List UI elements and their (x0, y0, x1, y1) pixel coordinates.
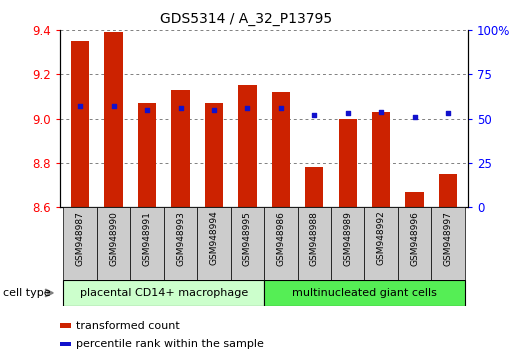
Bar (71, 41, 89, 207)
Bar (365, 207, 398, 280)
Text: transformed count: transformed count (76, 321, 179, 331)
Bar (130, 207, 164, 280)
Bar (172, 90, 190, 207)
Point (310, 112, 319, 118)
Bar (63, 280, 264, 306)
Text: GSM948992: GSM948992 (377, 211, 385, 266)
Point (444, 110, 452, 116)
Text: placental CD14+ macrophage: placental CD14+ macrophage (79, 288, 248, 298)
Text: percentile rank within the sample: percentile rank within the sample (76, 339, 264, 349)
Bar (271, 92, 290, 207)
Bar (331, 207, 365, 280)
Text: GSM948988: GSM948988 (310, 211, 319, 266)
Bar (439, 174, 457, 207)
Bar (105, 32, 123, 207)
Point (344, 110, 352, 116)
Point (76, 103, 84, 109)
Bar (205, 103, 223, 207)
Text: cell type: cell type (3, 288, 50, 298)
Bar (305, 167, 323, 207)
Bar (298, 207, 331, 280)
Point (143, 107, 151, 113)
Bar (60, 342, 71, 346)
Bar (97, 207, 130, 280)
Text: GSM948991: GSM948991 (143, 211, 152, 266)
Point (210, 107, 218, 113)
Point (377, 109, 385, 114)
Bar (231, 207, 264, 280)
Point (277, 105, 285, 111)
Text: GSM948996: GSM948996 (410, 211, 419, 266)
Bar (164, 207, 197, 280)
Bar (372, 112, 390, 207)
Text: multinucleated giant cells: multinucleated giant cells (292, 288, 437, 298)
Point (109, 103, 118, 109)
Text: GSM948986: GSM948986 (276, 211, 286, 266)
Bar (398, 207, 431, 280)
Text: GSM948993: GSM948993 (176, 211, 185, 266)
Bar (197, 207, 231, 280)
Bar (338, 119, 357, 207)
Point (411, 114, 419, 120)
Bar (63, 207, 97, 280)
Text: GSM948990: GSM948990 (109, 211, 118, 266)
Text: GDS5314 / A_32_P13795: GDS5314 / A_32_P13795 (160, 12, 332, 27)
Point (243, 105, 252, 111)
Bar (238, 85, 257, 207)
Bar (264, 207, 298, 280)
Point (176, 105, 185, 111)
Text: GSM948987: GSM948987 (76, 211, 85, 266)
Bar (138, 103, 156, 207)
Text: GSM948997: GSM948997 (444, 211, 452, 266)
Text: GSM948995: GSM948995 (243, 211, 252, 266)
Text: GSM948994: GSM948994 (209, 211, 219, 266)
Bar (405, 192, 424, 207)
Bar (431, 207, 465, 280)
Bar (264, 280, 465, 306)
Bar (60, 323, 71, 328)
Text: GSM948989: GSM948989 (343, 211, 352, 266)
